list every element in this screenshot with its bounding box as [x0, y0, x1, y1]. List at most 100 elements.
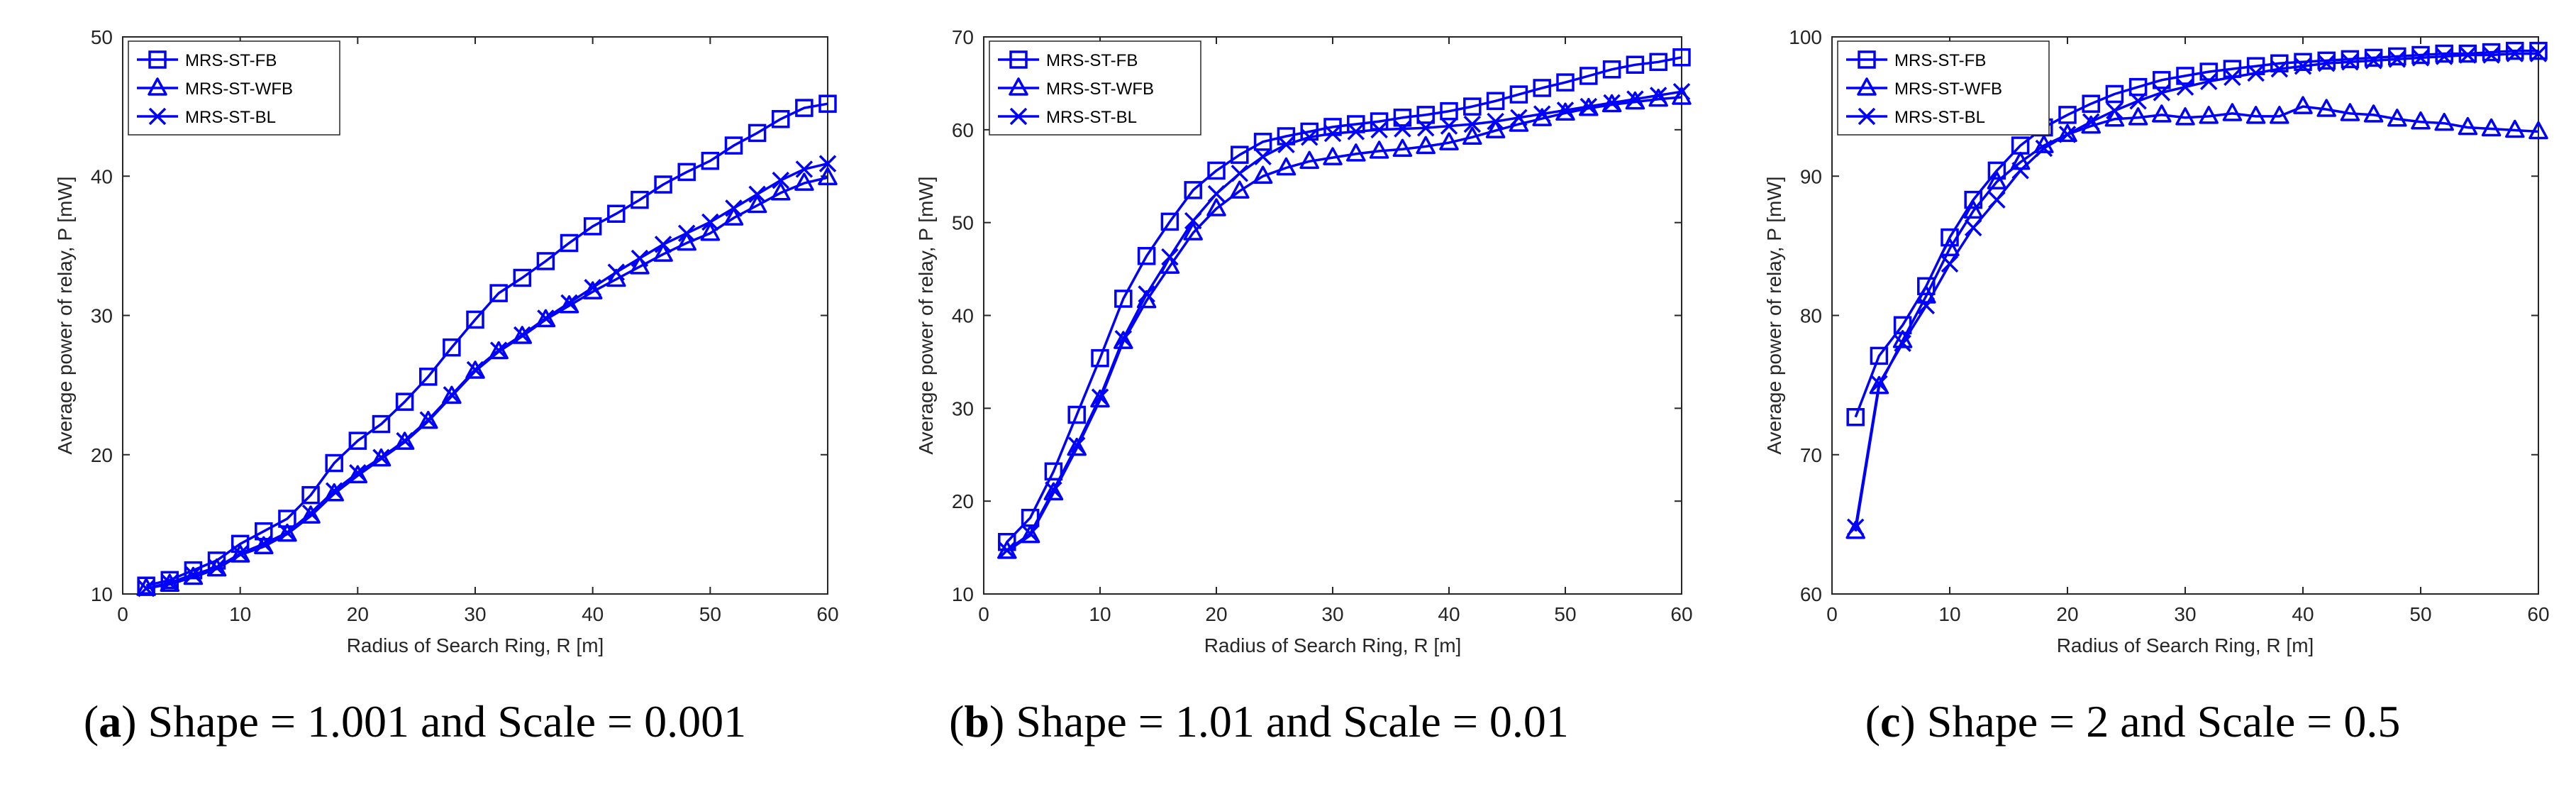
data-point: [349, 464, 367, 482]
data-point: [442, 385, 462, 404]
data-point: [419, 411, 437, 429]
data-point: [748, 185, 766, 204]
data-point: [2411, 45, 2430, 65]
x-tick-label: 60: [816, 603, 838, 625]
data-point: [1020, 524, 1040, 544]
data-point: [1184, 181, 1202, 199]
data-point: [1045, 481, 1062, 499]
data-point: [677, 163, 696, 182]
data-point: [161, 574, 179, 592]
data-point: [1649, 87, 1667, 104]
data-point: [795, 99, 814, 117]
y-tick-label: 40: [952, 305, 974, 327]
data-point: [1509, 85, 1528, 104]
data-point: [2270, 106, 2289, 124]
data-point: [1230, 180, 1250, 199]
data-point: [1894, 334, 1911, 352]
data-point: [1347, 123, 1365, 141]
legend-entry: MRS-ST-FB: [1046, 51, 1138, 70]
data-point: [1510, 109, 1528, 127]
y-tick-label: 90: [1800, 165, 1822, 187]
data-point: [2411, 49, 2430, 67]
data-point: [2529, 41, 2548, 60]
data-point: [1463, 97, 1482, 116]
data-point: [1869, 375, 1889, 395]
data-point: [1533, 79, 1551, 97]
data-point: [818, 94, 837, 113]
data-point: [770, 182, 791, 201]
data-point: [2082, 113, 2100, 131]
data-point: [1393, 109, 1412, 127]
x-tick-label: 0: [1826, 603, 1838, 625]
panel-caption: (b) Shape = 1.01 and Scale = 0.01: [949, 696, 1569, 747]
data-point: [1067, 405, 1086, 424]
data-point: [2505, 119, 2525, 138]
data-point: [748, 123, 767, 143]
data-point: [513, 268, 532, 287]
data-point: [1846, 518, 1865, 536]
data-point: [1091, 388, 1109, 406]
x-tick-label: 50: [699, 603, 721, 625]
series-mrs-st-fb: [998, 48, 1691, 551]
series-mrs-st-fb: [137, 94, 837, 595]
data-point: [1580, 67, 1598, 85]
data-point: [2270, 54, 2289, 73]
data-point: [560, 233, 579, 253]
data-point: [1987, 171, 2007, 189]
legend-marker: [1009, 107, 1028, 126]
legend-entry: MRS-ST-WFB: [1894, 79, 2002, 99]
x-axis-label: Radius of Search Ring, R [m]: [2057, 634, 2314, 656]
data-point: [794, 172, 814, 191]
data-point: [394, 431, 415, 450]
data-point: [2294, 53, 2312, 72]
data-point: [1440, 101, 1458, 121]
data-point: [418, 368, 438, 386]
x-tick-label: 10: [1938, 603, 1960, 625]
data-point: [1626, 55, 1645, 74]
y-tick-label: 20: [952, 490, 974, 512]
data-point: [1416, 119, 1435, 137]
data-point: [1672, 48, 1691, 67]
data-point: [1463, 115, 1482, 133]
data-point: [489, 341, 508, 359]
data-point: [466, 361, 484, 379]
data-point: [1485, 120, 1506, 138]
data-point: [1254, 148, 1272, 166]
y-tick-label: 50: [952, 212, 974, 234]
data-point: [724, 136, 743, 155]
data-point: [2011, 162, 2029, 180]
data-point: [2341, 50, 2360, 69]
data-point: [231, 544, 249, 563]
data-point: [2104, 109, 2125, 127]
data-point: [489, 284, 508, 302]
panel-caption: (a) Shape = 1.001 and Scale = 0.001: [84, 696, 746, 747]
data-point: [1253, 133, 1272, 151]
x-tick-label: 0: [117, 603, 128, 625]
data-point: [772, 171, 789, 189]
data-point: [2058, 126, 2077, 143]
data-point: [2364, 48, 2383, 67]
y-tick-label: 10: [91, 583, 113, 605]
data-point: [2481, 118, 2502, 137]
data-point: [1392, 138, 1413, 158]
data-point: [677, 224, 696, 242]
data-point: [654, 175, 672, 194]
data-point: [2340, 103, 2360, 121]
y-tick-label: 40: [91, 165, 113, 187]
series-line: [1854, 52, 2538, 528]
data-point: [2411, 111, 2431, 130]
data-point: [1231, 145, 1249, 164]
data-point: [2106, 101, 2123, 120]
data-point: [723, 207, 744, 226]
data-point: [583, 217, 602, 236]
data-point: [372, 414, 391, 434]
legend: MRS-ST-FB MRS-ST-WFB MRS-ST-BL: [1837, 40, 2050, 136]
data-point: [230, 544, 250, 563]
data-point: [1870, 346, 1889, 365]
series-line: [1006, 56, 1682, 543]
data-point: [1648, 88, 1668, 107]
data-point: [1114, 329, 1133, 348]
data-point: [818, 167, 838, 185]
